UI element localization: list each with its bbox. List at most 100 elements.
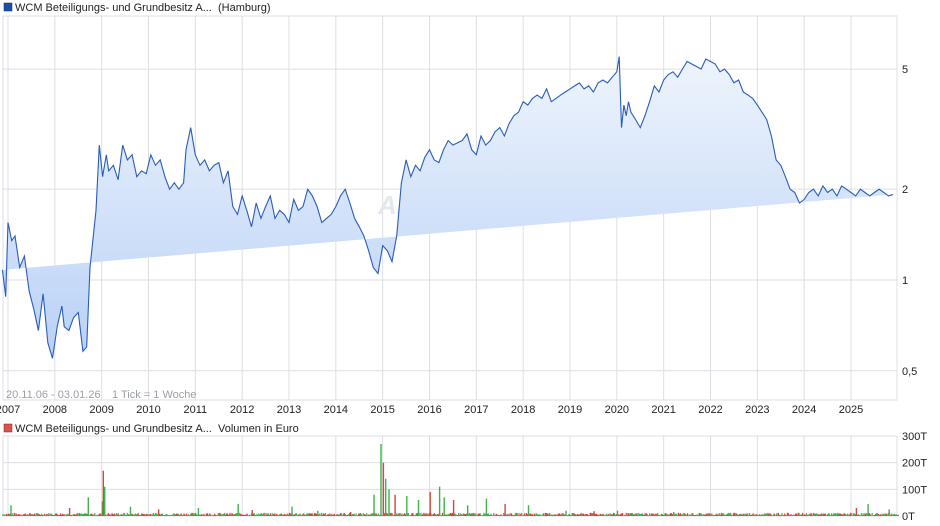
volume-bar: [496, 514, 498, 516]
volume-bar: [356, 515, 358, 516]
volume-bar: [428, 513, 430, 516]
volume-bar: [755, 515, 757, 516]
volume-bar: [704, 514, 706, 516]
volume-bar: [257, 514, 259, 516]
volume-bar: [432, 514, 434, 516]
volume-bar: [240, 514, 242, 516]
price-line: [1, 56, 894, 359]
volume-bar: [516, 513, 518, 516]
volume-bar: [200, 514, 202, 516]
volume-bar: [641, 513, 643, 516]
volume-bar: [407, 513, 409, 516]
volume-bar: [877, 514, 879, 516]
volume-bar: [362, 513, 364, 516]
volume-bar: [224, 514, 226, 516]
volume-bar: [677, 515, 679, 516]
volume-bar: [193, 514, 195, 516]
volume-bar: [139, 515, 141, 516]
volume-bar: [589, 512, 591, 516]
volume-bar: [694, 515, 696, 516]
volume-bar: [820, 514, 822, 516]
volume-bar: [296, 513, 298, 516]
volume-bar: [590, 512, 592, 516]
volume-bar: [696, 514, 698, 516]
volume-bar: [592, 513, 594, 516]
volume-bar: [346, 514, 348, 516]
volume-bar: [889, 515, 891, 516]
volume-bar: [305, 513, 308, 516]
volume-bar: [39, 514, 41, 516]
volume-bar: [182, 515, 184, 516]
volume-bar: [114, 513, 116, 516]
volume-bar: [618, 514, 620, 516]
volume-y-axis: 300T 200T 100T 0T: [902, 431, 927, 523]
volume-spike: [102, 470, 104, 516]
volume-bar: [522, 515, 524, 516]
volume-bar: [304, 514, 306, 516]
volume-bar: [53, 515, 55, 516]
volume-bar: [457, 515, 459, 516]
volume-bar: [441, 512, 444, 516]
volume-bar: [858, 515, 861, 516]
volume-bar: [502, 515, 504, 516]
volume-bar: [427, 515, 429, 516]
volume-bar: [256, 513, 258, 516]
volume-bar: [342, 513, 344, 516]
volume-bar: [134, 513, 136, 516]
volume-spike: [504, 504, 506, 516]
volume-bar: [492, 515, 494, 516]
volume-bars: [2, 444, 899, 516]
volume-bar: [836, 514, 838, 516]
volume-bar: [162, 515, 164, 516]
volume-bar: [886, 514, 888, 516]
volume-bar: [249, 514, 251, 516]
volume-bar: [536, 513, 538, 516]
volume-bar: [402, 515, 404, 516]
volume-bar: [178, 514, 180, 516]
volume-bar: [384, 513, 386, 516]
volume-spike: [673, 512, 675, 516]
tick-label: 1 Tick = 1 Woche: [112, 389, 196, 401]
volume-bar: [348, 514, 350, 516]
volume-bar: [896, 515, 898, 516]
volume-bar: [746, 514, 748, 516]
volume-bar: [716, 514, 718, 516]
volume-bar: [294, 514, 296, 516]
volume-bar: [118, 515, 120, 516]
volume-bar: [815, 513, 817, 516]
volume-bar: [361, 515, 363, 516]
volume-bar: [825, 515, 827, 516]
volume-bar: [841, 514, 843, 516]
volume-bar: [105, 514, 107, 516]
volume-bar: [178, 515, 181, 516]
volume-bar: [517, 515, 519, 516]
volume-bar: [124, 513, 126, 516]
volume-bar: [401, 513, 403, 516]
price-frame: [2, 15, 898, 401]
volume-bar: [209, 513, 211, 516]
volume-bar: [505, 514, 507, 516]
volume-bar: [774, 514, 776, 516]
volume-bar: [579, 513, 581, 516]
volume-bar: [532, 514, 534, 516]
volume-bar: [571, 513, 573, 516]
volume-bar: [530, 513, 532, 516]
volume-bar: [519, 515, 521, 516]
volume-bar: [602, 513, 604, 516]
volume-bar: [543, 515, 545, 516]
volume-bar: [91, 513, 93, 516]
volume-bar: [266, 514, 268, 516]
volume-bar: [683, 513, 685, 516]
volume-bar: [155, 513, 157, 516]
volume-bar: [115, 513, 118, 516]
volume-bar: [684, 513, 686, 516]
volume-bar: [310, 514, 312, 516]
volume-bar: [72, 514, 74, 516]
volume-bar: [212, 515, 214, 516]
volume-bar: [392, 515, 394, 516]
volume-bar: [749, 514, 752, 516]
volume-bar: [576, 514, 578, 516]
volume-bar: [116, 514, 118, 516]
volume-bar: [484, 513, 486, 516]
volume-bar: [433, 513, 435, 516]
